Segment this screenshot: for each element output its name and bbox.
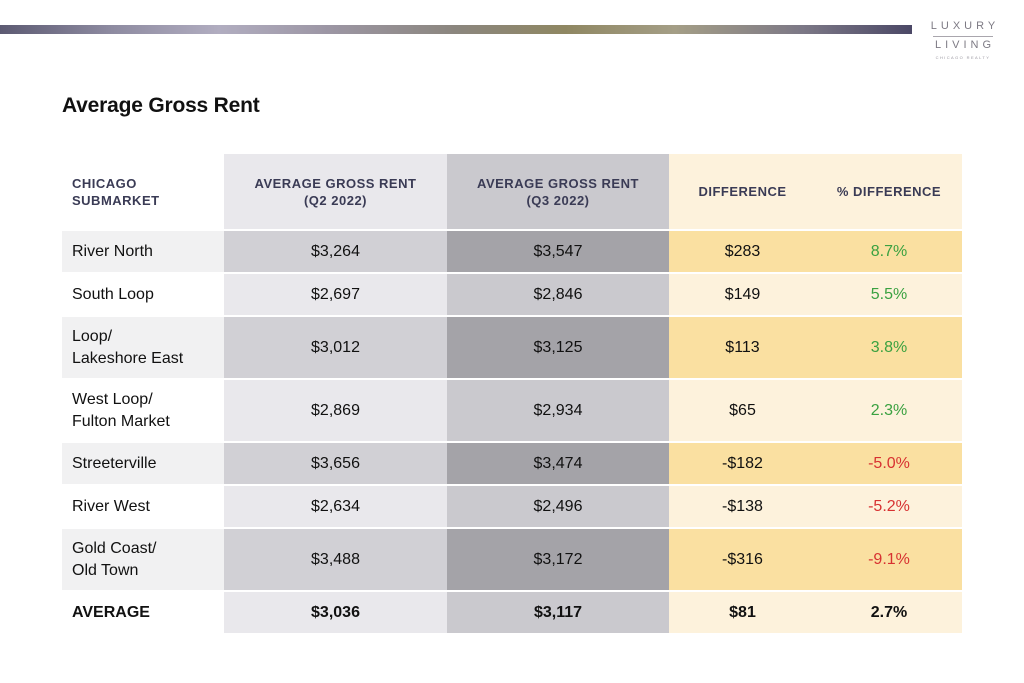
submarket-cell: Loop/Lakeshore East xyxy=(62,315,224,379)
submarket-line: River North xyxy=(72,242,153,260)
q2-rent-cell: $3,264 xyxy=(224,229,447,273)
q2-rent-cell: $3,012 xyxy=(224,315,447,379)
header-label: CHICAGO xyxy=(72,175,137,191)
brand-logo: LUXURY LIVING CHICAGO REALTY xyxy=(922,20,1004,60)
header-label: AVERAGE GROSS RENT xyxy=(477,175,639,191)
submarket-line: West Loop/ xyxy=(72,390,153,408)
logo-divider xyxy=(933,36,993,37)
header-label: (Q2 2022) xyxy=(303,192,368,208)
submarket-cell: River West xyxy=(62,484,224,528)
page-title: Average Gross Rent xyxy=(62,94,260,117)
average-q2-cell: $3,036 xyxy=(224,590,447,633)
q2-rent-cell: $3,488 xyxy=(224,527,447,591)
submarket-cell: Gold Coast/Old Town xyxy=(62,527,224,591)
header-label: SUBMARKET xyxy=(72,192,160,208)
difference-cell: -$182 xyxy=(669,441,816,485)
pct-difference-cell: 5.5% xyxy=(816,272,962,316)
logo-line-realty: CHICAGO REALTY xyxy=(935,55,991,60)
pct-difference-cell: -5.2% xyxy=(816,484,962,528)
difference-cell: -$316 xyxy=(669,527,816,591)
submarket-line: Lakeshore East xyxy=(72,349,184,367)
difference-cell: $149 xyxy=(669,272,816,316)
header-pct-difference: % DIFFERENCE xyxy=(816,154,962,230)
submarket-cell: River North xyxy=(62,229,224,273)
header-difference: DIFFERENCE xyxy=(669,154,816,230)
difference-cell: $65 xyxy=(669,378,816,442)
header-q3-rent: AVERAGE GROSS RENT (Q3 2022) xyxy=(447,154,669,230)
q3-rent-cell: $2,934 xyxy=(447,378,669,442)
table-row: Loop/Lakeshore East $3,012 $3,125 $113 3.8% xyxy=(62,315,962,379)
q3-rent-cell: $3,172 xyxy=(447,527,669,591)
q3-rent-cell: $2,846 xyxy=(447,272,669,316)
pct-difference-cell: -5.0% xyxy=(816,441,962,485)
average-row: AVERAGE $3,036 $3,117 $81 2.7% xyxy=(62,590,962,633)
pct-difference-cell: 2.3% xyxy=(816,378,962,442)
average-difference-cell: $81 xyxy=(669,590,816,633)
submarket-line: South Loop xyxy=(72,285,154,303)
submarket-cell: South Loop xyxy=(62,272,224,316)
table-header-row: CHICAGO SUBMARKET AVERAGE GROSS RENT (Q2… xyxy=(62,154,962,230)
header-label: (Q3 2022) xyxy=(526,192,590,208)
header-label: DIFFERENCE xyxy=(698,184,787,199)
submarket-line: River West xyxy=(72,497,150,515)
submarket-line: Streeterville xyxy=(72,454,157,472)
table-row: Gold Coast/Old Town $3,488 $3,172 -$316 -9.1… xyxy=(62,527,962,591)
submarket-line: Gold Coast/ xyxy=(72,539,157,557)
average-q3-cell: $3,117 xyxy=(447,590,669,633)
submarket-line: Fulton Market xyxy=(72,412,170,430)
table-row: River West $2,634 $2,496 -$138 -5.2% xyxy=(62,484,962,528)
q2-rent-cell: $2,634 xyxy=(224,484,447,528)
table-row: River North $3,264 $3,547 $283 8.7% xyxy=(62,229,962,273)
logo-line-luxury: LUXURY xyxy=(930,20,1000,32)
difference-cell: $113 xyxy=(669,315,816,379)
difference-cell: $283 xyxy=(669,229,816,273)
average-label: AVERAGE xyxy=(62,590,224,633)
pct-difference-cell: -9.1% xyxy=(816,527,962,591)
header-label: % DIFFERENCE xyxy=(836,184,942,199)
difference-cell: -$138 xyxy=(669,484,816,528)
table-row: Streeterville $3,656 $3,474 -$182 -5.0% xyxy=(62,441,962,485)
q2-rent-cell: $2,869 xyxy=(224,378,447,442)
submarket-cell: Streeterville xyxy=(62,441,224,485)
pct-difference-cell: 3.8% xyxy=(816,315,962,379)
header-label: AVERAGE GROSS RENT xyxy=(254,175,417,191)
q2-rent-cell: $3,656 xyxy=(224,441,447,485)
average-pct-cell: 2.7% xyxy=(816,590,962,633)
header-q2-rent: AVERAGE GROSS RENT (Q2 2022) xyxy=(224,154,447,230)
submarket-cell: West Loop/Fulton Market xyxy=(62,378,224,442)
logo-line-living: LIVING xyxy=(934,39,996,51)
table-row: West Loop/Fulton Market $2,869 $2,934 $65 2.… xyxy=(62,378,962,442)
table-row: South Loop $2,697 $2,846 $149 5.5% xyxy=(62,272,962,316)
rent-table: CHICAGO SUBMARKET AVERAGE GROSS RENT (Q2… xyxy=(62,154,962,633)
submarket-line: Old Town xyxy=(72,561,139,579)
q3-rent-cell: $2,496 xyxy=(447,484,669,528)
q3-rent-cell: $3,474 xyxy=(447,441,669,485)
q2-rent-cell: $2,697 xyxy=(224,272,447,316)
pct-difference-cell: 8.7% xyxy=(816,229,962,273)
q3-rent-cell: $3,125 xyxy=(447,315,669,379)
header-gradient-bar xyxy=(0,25,912,34)
header-submarket: CHICAGO SUBMARKET xyxy=(62,154,224,230)
submarket-line: Loop/ xyxy=(72,327,113,345)
q3-rent-cell: $3,547 xyxy=(447,229,669,273)
